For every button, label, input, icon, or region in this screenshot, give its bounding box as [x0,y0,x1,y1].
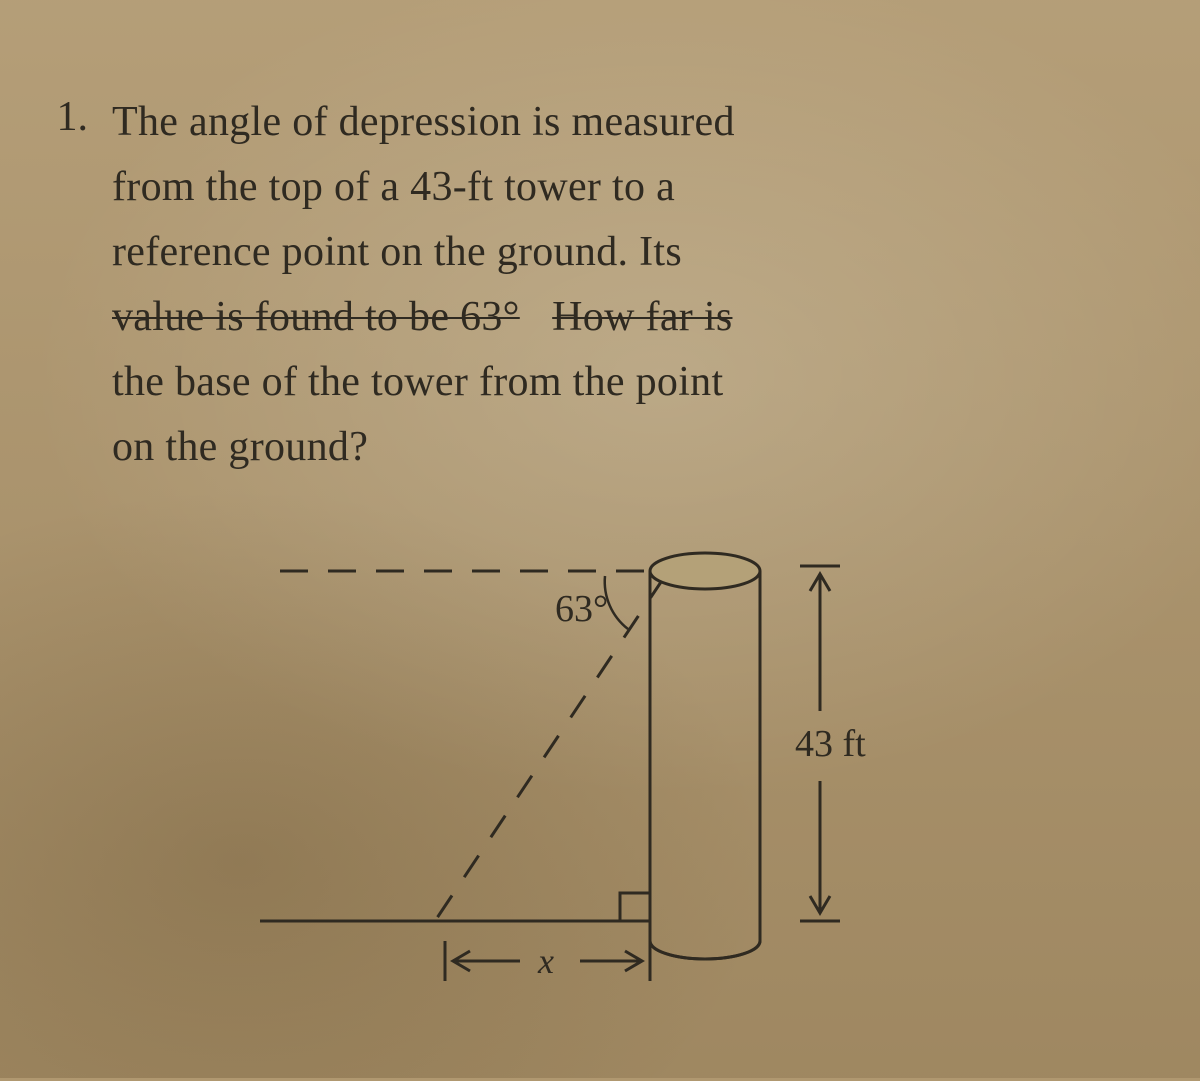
diagram-container: 63° x [40,521,1130,1041]
sight-line [435,576,665,921]
problem-block: 1. The angle of depression is measured f… [40,90,1130,481]
diagram-svg: 63° x [220,521,980,1021]
problem-text: The angle of depression is measured from… [112,90,735,481]
height-label: 43 ft [795,723,866,765]
line-6: on the ground? [112,424,368,470]
angle-arc [605,576,628,629]
line-4-rest: How far is [552,294,732,340]
line-4-strike: value is found to be 63° [112,294,520,340]
line-2: from the top of a 43-ft tower to a [112,164,675,210]
x-label: x [537,941,554,981]
tower [650,553,760,959]
right-angle-mark [620,893,650,921]
line-3: reference point on the ground. Its [112,229,682,275]
page: 1. The angle of depression is measured f… [0,0,1200,1081]
problem-number: 1. [40,90,88,481]
angle-label: 63° [555,588,608,630]
line-5: the base of the tower from the point [112,359,723,405]
line-1: The angle of depression is measured [112,99,735,145]
